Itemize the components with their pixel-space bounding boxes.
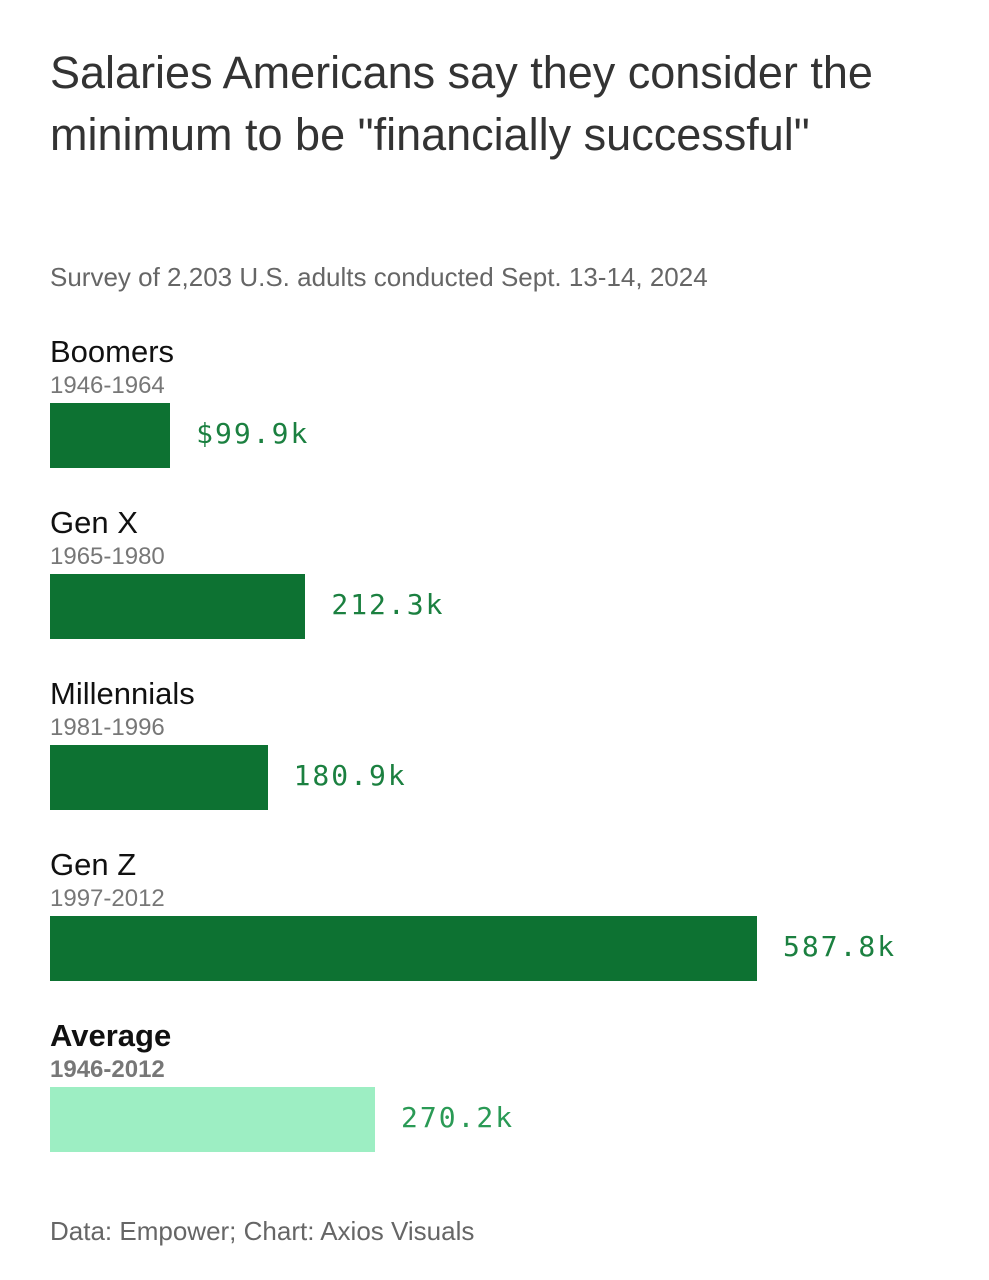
data-label: 180.9k — [293, 759, 407, 792]
bar — [50, 574, 306, 639]
bar-group: Boomers 1946-1964 $99.9k — [50, 334, 980, 504]
data-label: $99.9k — [196, 417, 310, 450]
bar-group: Millennials 1981-1996 180.9k — [50, 676, 980, 846]
category-label: Average — [50, 1018, 172, 1053]
chart-subtitle: Survey of 2,203 U.S. adults conducted Se… — [50, 262, 708, 292]
range-label: 1981-1996 — [50, 714, 165, 741]
bar — [50, 745, 268, 810]
category-label: Gen X — [50, 505, 138, 540]
data-label: 270.2k — [400, 1101, 515, 1134]
data-label: 587.8k — [783, 930, 897, 963]
bar-group: Gen X 1965-1980 212.3k — [50, 505, 980, 675]
category-label: Gen Z — [50, 847, 137, 882]
range-label: 1946-1964 — [50, 372, 165, 399]
chart-title: Salaries Americans say they consider the… — [50, 47, 873, 160]
range-label: 1965-1980 — [50, 543, 165, 570]
bar — [50, 916, 757, 981]
bar — [50, 1087, 375, 1152]
range-label: 1946-2012 — [50, 1056, 165, 1083]
category-label: Millennials — [50, 676, 195, 711]
bar-group: Average 1946-2012 270.2k — [50, 1018, 980, 1188]
bar-group: Gen Z 1997-2012 587.8k — [50, 847, 980, 1017]
source-note: Data: Empower; Chart: Axios Visuals — [50, 1216, 475, 1246]
bar — [50, 403, 171, 468]
range-label: 1997-2012 — [50, 885, 165, 912]
category-label: Boomers — [50, 334, 175, 369]
data-label: 212.3k — [331, 588, 445, 621]
